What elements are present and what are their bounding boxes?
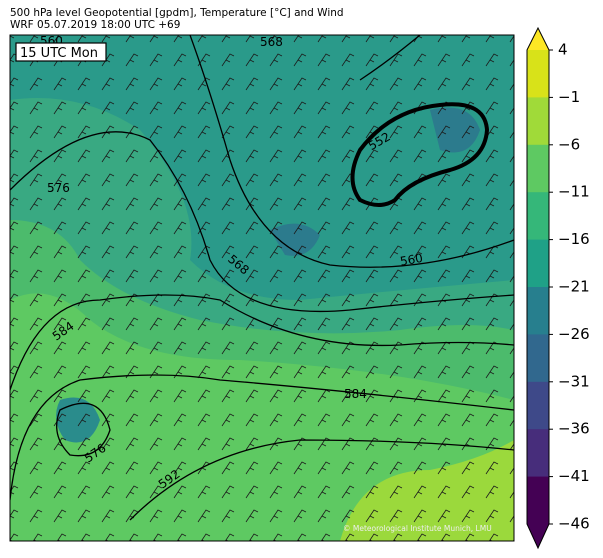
colorbar-tick-label: −6 [558,135,580,153]
colorbar-tick-label: −41 [558,467,590,485]
title: 500 hPa level Geopotential [gpdm], Tempe… [10,7,344,19]
colorbar-segment [527,287,549,335]
contour-label: 560 [399,251,424,269]
colorbar-segment [527,97,549,146]
colorbar-segment [527,334,549,383]
colorbar-segment [527,429,549,478]
colorbar-tick-label: −26 [558,325,590,343]
colorbar-segment [527,50,549,98]
time-label: 15 UTC Mon [20,46,98,61]
colorbar-tick-label: −11 [558,183,590,201]
map-frame [9,34,515,542]
colorbar-segment [527,476,549,525]
wind-barbs [10,35,514,541]
colorbar-tick-label: −16 [558,230,590,248]
colorbar-tick-label: −1 [558,88,580,106]
colorbar-tick-label: −46 [558,515,590,533]
low-contour [350,102,490,207]
colorbar-segment [527,381,549,430]
colorbar-segment [527,192,549,241]
time-box [15,42,107,62]
colorbar-segment [527,239,549,288]
colorbar-tick-label: −36 [558,420,590,438]
colorbar-cap [527,524,549,548]
colorbar-tick-label: −21 [558,278,590,296]
contours [10,35,514,521]
credit: © Meteorological Institute Munich, LMU [343,524,492,533]
subtitle: WRF 05.07.2019 18:00 UTC +69 [10,19,180,31]
colorbar-segment [527,144,549,193]
contour-label: 568 [260,35,283,49]
contour-label: 576 [47,181,70,195]
colorbar-cap [527,28,549,50]
colorbar: 4 −1 −6 −11 −16 −21 −26 −31 −36 −41 −46 [526,26,590,550]
map [10,35,514,541]
contour-label: 584 [344,387,367,401]
colorbar-tick-label: −31 [558,372,590,390]
colorbar-tick-label: 4 [558,41,568,59]
